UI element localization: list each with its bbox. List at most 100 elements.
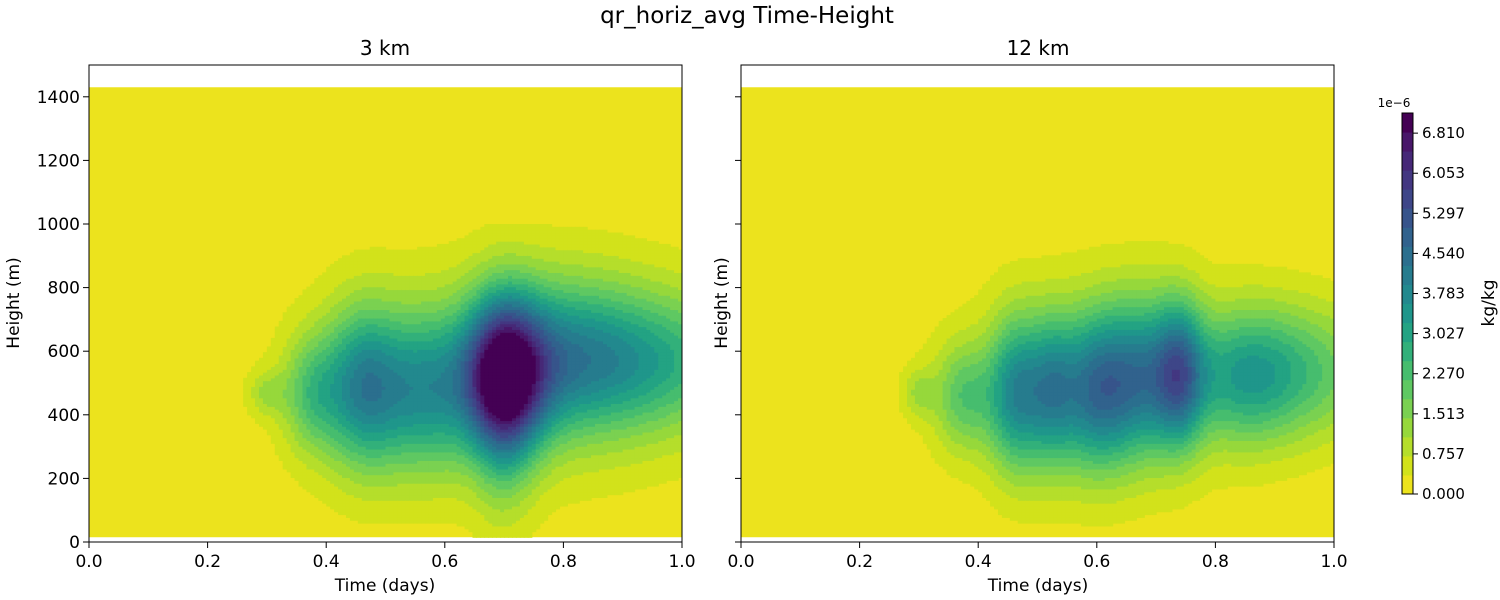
- heatmap-cell: [480, 503, 485, 507]
- heatmap-cell: [397, 306, 402, 311]
- heatmap-cell: [421, 485, 426, 490]
- heatmap-cell: [381, 326, 387, 330]
- heatmap-cell: [413, 466, 418, 470]
- heatmap-cell: [413, 261, 418, 265]
- heatmap-cell: [361, 389, 367, 393]
- heatmap-cell: [345, 320, 351, 325]
- heatmap-cell: [326, 335, 331, 339]
- heatmap-cell: [373, 383, 379, 387]
- heatmap-cell: [318, 349, 323, 353]
- heatmap-cell: [436, 411, 442, 416]
- heatmap-cell: [476, 243, 481, 248]
- heatmap-cell: [377, 386, 383, 390]
- heatmap-cell: [436, 295, 442, 299]
- heatmap-cell: [448, 320, 454, 325]
- heatmap-cell: [417, 374, 422, 379]
- heatmap-cell: [361, 340, 367, 345]
- heatmap-cell: [393, 332, 398, 336]
- heatmap-cell: [298, 317, 304, 322]
- heatmap-cell: [290, 374, 296, 379]
- heatmap-cell: [369, 483, 375, 487]
- heatmap-cell: [476, 397, 481, 402]
- heatmap-cell: [425, 372, 430, 376]
- heatmap-cell: [290, 317, 296, 322]
- heatmap-cell: [369, 446, 375, 450]
- heatmap-cell: [373, 323, 379, 328]
- heatmap-cell: [345, 460, 351, 464]
- heatmap-cell: [436, 434, 442, 439]
- heatmap-cell: [278, 323, 284, 328]
- heatmap-cell: [310, 426, 315, 430]
- heatmap-cell: [349, 309, 355, 313]
- heatmap-cell: [314, 483, 319, 487]
- heatmap-cell: [369, 278, 375, 282]
- heatmap-cell: [476, 300, 481, 305]
- heatmap-cell: [476, 440, 481, 444]
- heatmap-cell: [357, 278, 363, 282]
- heatmap-cell: [393, 278, 398, 282]
- heatmap-cell: [298, 409, 304, 413]
- heatmap-cell: [421, 448, 426, 453]
- heatmap-cell: [436, 394, 442, 399]
- heatmap-cell: [342, 443, 347, 447]
- heatmap-cell: [436, 354, 442, 359]
- heatmap-cell: [247, 372, 252, 376]
- heatmap-cell: [345, 417, 351, 422]
- heatmap-cell: [353, 352, 359, 356]
- heatmap-cell: [314, 485, 319, 490]
- heatmap-cell: [428, 354, 434, 359]
- heatmap-cell: [377, 483, 383, 487]
- heatmap-cell: [440, 292, 446, 296]
- heatmap-cell: [464, 488, 470, 493]
- heatmap-cell: [436, 263, 442, 268]
- heatmap-cell: [286, 343, 292, 348]
- heatmap-cell: [282, 374, 288, 379]
- heatmap-cell: [258, 383, 264, 387]
- heatmap-cell: [401, 520, 406, 524]
- heatmap-cell: [456, 357, 462, 362]
- panel-3km: 3 km 0.0 0.2 0.4 0.6 0.8 1.0 0200400600800100…: [4, 36, 696, 596]
- heatmap-cell: [282, 448, 288, 453]
- heatmap-cell: [262, 372, 268, 376]
- heatmap-cell: [413, 494, 418, 498]
- heatmap-cell: [302, 357, 308, 362]
- heatmap-cell: [401, 363, 406, 367]
- heatmap-cell: [405, 372, 410, 376]
- heatmap-cell: [314, 457, 319, 461]
- heatmap-cell: [314, 283, 319, 288]
- heatmap-cell: [294, 329, 300, 333]
- heatmap-cell: [389, 409, 394, 413]
- heatmap-cell: [456, 275, 462, 279]
- heatmap-cell: [405, 263, 410, 268]
- heatmap-cell: [401, 491, 406, 496]
- heatmap-cell: [330, 289, 335, 293]
- heatmap-cell: [425, 329, 430, 333]
- heatmap-cell: [353, 417, 359, 422]
- heatmap-cell: [349, 303, 355, 308]
- heatmap-cell: [389, 326, 394, 330]
- heatmap-cell: [349, 471, 355, 476]
- heatmap-cell: [448, 340, 454, 345]
- heatmap-cell: [365, 346, 371, 350]
- heatmap-cell: [448, 434, 454, 439]
- heatmap-cell: [440, 243, 446, 248]
- heatmap-cell: [444, 520, 450, 524]
- heatmap-cell: [314, 309, 319, 313]
- heatmap-cell: [464, 315, 470, 319]
- heatmap-cell: [440, 357, 446, 362]
- heatmap-cell: [270, 406, 276, 410]
- heatmap-cell: [440, 448, 446, 453]
- heatmap-cell: [417, 440, 422, 444]
- heatmap-cell: [405, 286, 410, 291]
- figure-title: qr_horiz_avg Time-Height: [600, 3, 894, 29]
- heatmap-cell: [476, 261, 481, 265]
- heatmap-cell: [456, 397, 462, 402]
- heatmap-cell: [369, 292, 375, 296]
- heatmap-cell: [428, 409, 434, 413]
- heatmap-cell: [444, 315, 450, 319]
- heatmap-cell: [361, 409, 367, 413]
- heatmap-cell: [421, 488, 426, 493]
- heatmap-cell: [401, 332, 406, 336]
- heatmap-cell: [444, 306, 450, 311]
- heatmap-cell: [448, 409, 454, 413]
